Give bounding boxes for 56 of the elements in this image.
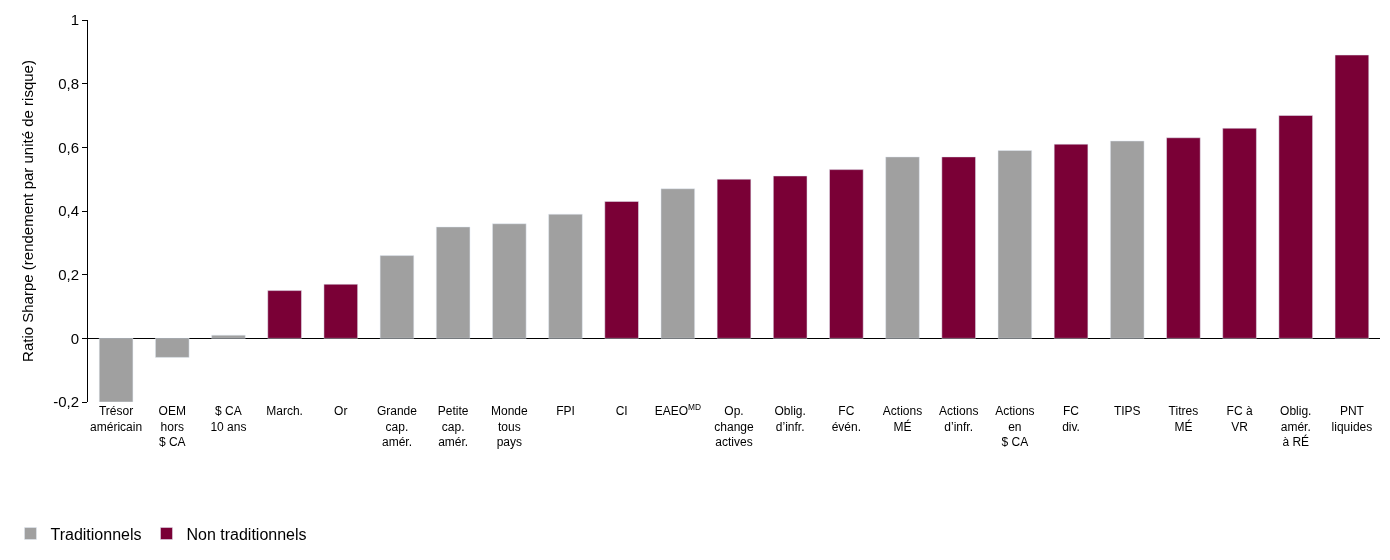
x-tick-label: OEM hors $ CA bbox=[158, 404, 186, 450]
bar bbox=[1166, 137, 1201, 339]
x-tick-label: CI bbox=[615, 404, 628, 418]
y-tick-label: 0,4 bbox=[58, 202, 79, 220]
bar bbox=[323, 283, 358, 339]
x-tick-label: FC à VR bbox=[1226, 404, 1253, 434]
bar bbox=[155, 338, 190, 358]
bar bbox=[997, 150, 1032, 339]
x-tick-label: Or bbox=[334, 404, 348, 418]
y-tick-label: 0,2 bbox=[58, 265, 79, 283]
legend-label: Traditionnels bbox=[50, 525, 142, 543]
x-tick-label: Grande cap. amér. bbox=[376, 404, 418, 450]
bar bbox=[548, 213, 583, 339]
x-tick-label: Actions en $ CA bbox=[995, 404, 1035, 450]
x-tick-label: Op. change actives bbox=[714, 404, 755, 450]
x-tick-label: TIPS bbox=[1113, 404, 1141, 418]
bar bbox=[267, 290, 302, 339]
x-tick-label: Trésor américain bbox=[90, 404, 143, 434]
y-tick-label: 0,8 bbox=[58, 74, 79, 92]
bar bbox=[716, 178, 752, 339]
bar bbox=[1334, 54, 1370, 339]
bar bbox=[492, 223, 527, 339]
bar bbox=[773, 175, 808, 339]
bar bbox=[660, 188, 695, 339]
x-tick-label: FC div. bbox=[1062, 404, 1080, 434]
bar bbox=[98, 338, 134, 402]
bar bbox=[604, 201, 639, 339]
x-tick-label: PNT liquides bbox=[1331, 404, 1373, 434]
x-tick-label: Monde tous pays bbox=[490, 404, 528, 450]
y-tick-label: 1 bbox=[70, 11, 79, 29]
bar bbox=[1222, 127, 1257, 339]
x-tick-label: $ CA 10 ans bbox=[210, 404, 247, 434]
y-tick-label: -0,2 bbox=[53, 393, 79, 411]
bar bbox=[379, 255, 415, 339]
bar bbox=[211, 334, 246, 339]
y-axis-title: Ratio Sharpe (rendement par unité de risque) bbox=[19, 60, 37, 362]
x-tick-label: Oblig. d’infr. bbox=[774, 404, 806, 434]
bar bbox=[941, 156, 976, 339]
x-tick-label: Actions MÉ bbox=[882, 404, 923, 434]
bar bbox=[1110, 140, 1145, 339]
x-tick-label: March. bbox=[266, 404, 303, 418]
x-tick-label: Actions d’infr. bbox=[939, 404, 979, 434]
bar bbox=[885, 156, 920, 339]
x-tick-label: Titres MÉ bbox=[1168, 404, 1199, 434]
x-tick-label: Petite cap. amér. bbox=[437, 404, 469, 450]
x-tick-label: FPI bbox=[556, 404, 575, 418]
bar bbox=[829, 169, 864, 339]
bar bbox=[1053, 143, 1089, 339]
x-tick-label: FC évén. bbox=[831, 404, 862, 434]
legend-label: Non traditionnels bbox=[186, 525, 307, 543]
x-tick-label: Oblig. amér. à RÉ bbox=[1280, 404, 1312, 450]
y-tick-label: 0,6 bbox=[58, 138, 79, 156]
bar bbox=[1278, 115, 1313, 339]
y-tick-label: 0 bbox=[70, 329, 79, 347]
bar bbox=[436, 226, 471, 339]
x-tick-label: EAEO$^{MD}$ bbox=[654, 401, 702, 418]
